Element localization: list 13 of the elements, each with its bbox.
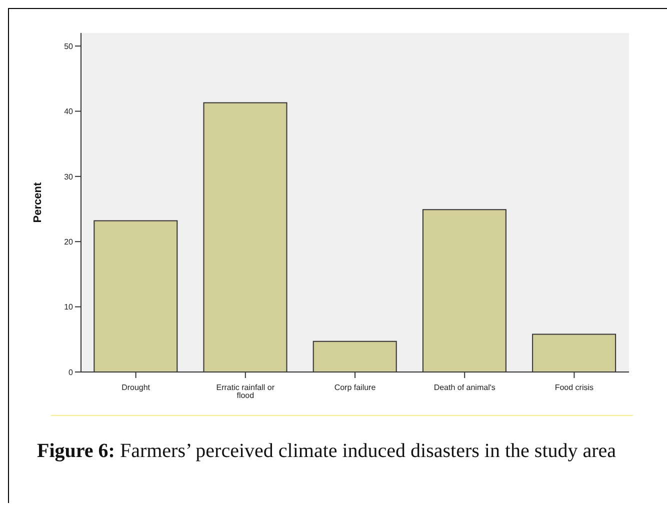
y-tick-label: 50 (64, 42, 74, 51)
y-axis-title: Percent (32, 182, 44, 223)
y-tick-label: 10 (64, 302, 74, 312)
x-tick-label: Death of animal's (434, 383, 496, 392)
y-tick-label: 30 (64, 172, 74, 182)
x-tick-label: Corp failure (334, 383, 376, 392)
x-tick-label: Food crisis (554, 383, 594, 392)
y-tick-label: 0 (68, 368, 74, 377)
text: Figure 6: Farmers’ perceived climate induced disasters in the study area (36, 439, 618, 464)
y-tick-label: 40 (64, 107, 74, 116)
x-tick-label: Drought (122, 383, 151, 392)
y-tick-label: 20 (64, 237, 74, 246)
x-tick-label: Erratic rainfall or flood (216, 383, 275, 400)
